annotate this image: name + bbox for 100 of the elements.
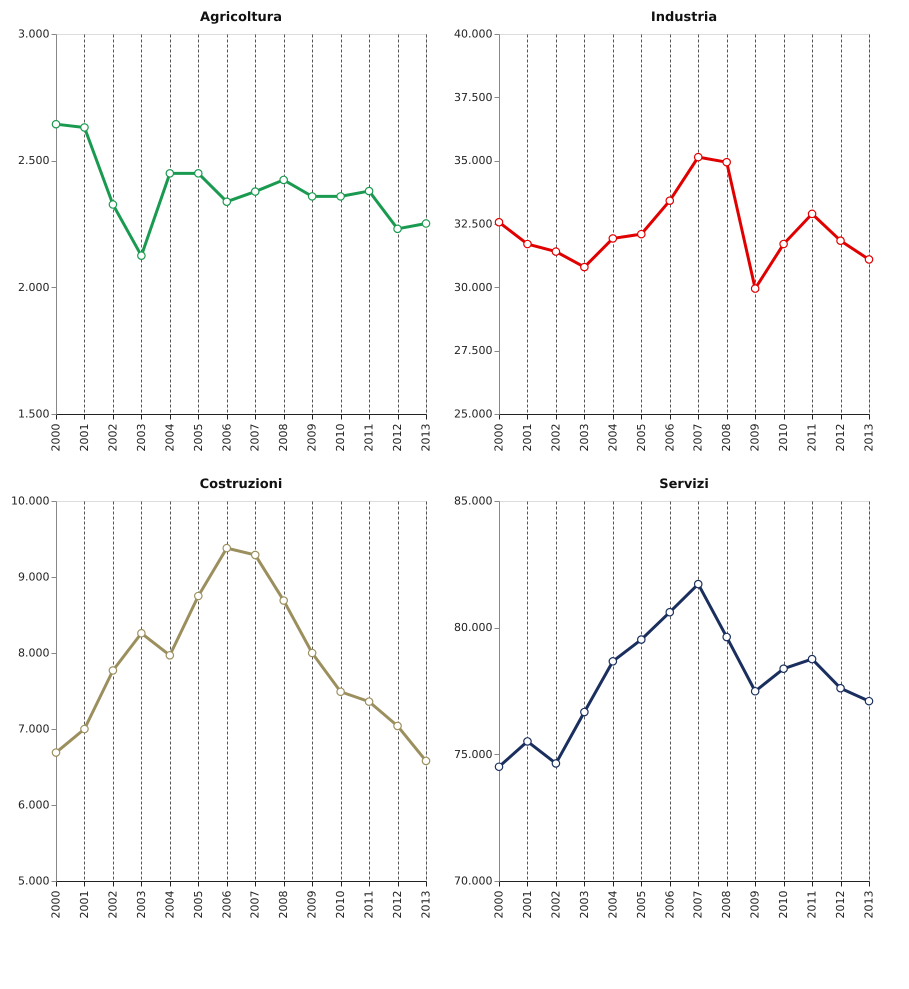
point <box>279 176 288 184</box>
x-tick-label: 2008 <box>720 424 734 452</box>
y-tick-label: 80.000 <box>454 621 492 634</box>
point <box>108 200 118 209</box>
x-tick-label: 2009 <box>748 890 762 918</box>
point <box>336 192 345 201</box>
point <box>364 697 374 706</box>
x-tick-label: 2000 <box>50 424 62 452</box>
point <box>808 654 816 664</box>
point <box>222 197 232 206</box>
y-tick-label: 27.500 <box>454 344 492 358</box>
point <box>108 666 118 675</box>
x-tick-label: 2004 <box>163 890 176 918</box>
x-tick-label: 2002 <box>549 424 562 452</box>
point <box>250 550 260 560</box>
point <box>779 240 788 248</box>
point <box>52 748 60 757</box>
x-tick-label: 2008 <box>720 890 734 918</box>
point <box>779 664 788 674</box>
point <box>864 255 874 264</box>
x-tick-label: 2001 <box>78 424 91 452</box>
x-tick-label: 2008 <box>277 890 290 918</box>
x-tick-label: 2012 <box>391 424 404 452</box>
x-tick-label: 2005 <box>634 890 648 918</box>
chart-title: Agricoltura <box>200 10 282 25</box>
y-tick-label: 85.000 <box>454 494 492 508</box>
point <box>864 696 874 706</box>
point <box>608 657 618 666</box>
x-tick-label: 2001 <box>520 890 534 918</box>
x-tick-label: 2013 <box>862 424 876 452</box>
point <box>580 708 589 716</box>
x-tick-label: 2006 <box>663 890 676 918</box>
y-tick-label: 7.000 <box>18 722 50 736</box>
x-tick-label: 2011 <box>362 890 376 918</box>
point <box>608 234 618 243</box>
x-tick-label: 2010 <box>334 424 348 452</box>
y-tick-label: 70.000 <box>454 874 492 888</box>
x-tick-label: 2002 <box>549 890 562 918</box>
x-tick-label: 2009 <box>748 424 762 452</box>
point <box>637 635 646 644</box>
x-tick-label: 2003 <box>578 424 591 452</box>
chart-title: Servizi <box>659 477 709 492</box>
point <box>194 169 203 178</box>
point <box>422 219 430 228</box>
x-tick-label: 2010 <box>334 890 348 918</box>
y-tick-label: 32.500 <box>454 218 492 230</box>
chart-title: Costruzioni <box>200 477 282 492</box>
point <box>750 284 760 293</box>
point <box>580 262 589 272</box>
x-tick-label: 2008 <box>277 424 290 452</box>
point <box>308 648 316 658</box>
x-tick-label: 2005 <box>192 890 205 918</box>
y-tick-label: 40.000 <box>454 28 492 40</box>
chart-title: Industria <box>650 10 718 25</box>
point <box>494 762 504 772</box>
point <box>194 592 203 600</box>
x-tick-label: 2000 <box>492 890 506 918</box>
point <box>494 218 504 227</box>
point <box>279 596 288 605</box>
x-tick-label: 2012 <box>834 424 848 452</box>
point <box>336 687 345 696</box>
x-tick-label: 2003 <box>134 424 148 452</box>
x-tick-label: 2005 <box>192 424 205 452</box>
x-tick-label: 2009 <box>306 890 319 918</box>
y-tick-label: 3.000 <box>18 28 50 40</box>
y-tick-label: 10.000 <box>11 494 50 508</box>
y-tick-label: 6.000 <box>18 798 50 812</box>
x-tick-label: 2007 <box>692 424 705 452</box>
x-tick-label: 2007 <box>248 424 262 452</box>
point <box>364 186 374 196</box>
y-tick-label: 2.500 <box>18 154 50 168</box>
point <box>422 756 430 766</box>
x-tick-label: 2005 <box>634 424 648 452</box>
point <box>722 158 731 166</box>
point <box>694 152 703 162</box>
y-tick-label: 1.500 <box>18 408 50 420</box>
point <box>393 722 402 730</box>
y-tick-label: 30.000 <box>454 280 492 294</box>
x-tick-label: 2006 <box>663 424 676 452</box>
y-tick-label: 37.500 <box>454 90 492 104</box>
x-tick-label: 2013 <box>862 890 876 918</box>
point <box>836 684 845 693</box>
point <box>694 580 703 588</box>
x-tick-label: 2007 <box>692 890 705 918</box>
y-tick-label: 5.000 <box>18 874 50 888</box>
point <box>166 169 174 178</box>
x-tick-label: 2011 <box>806 890 819 918</box>
point <box>722 632 731 642</box>
point <box>308 192 316 201</box>
x-tick-label: 2001 <box>78 890 91 918</box>
point <box>393 224 402 234</box>
point <box>552 759 560 768</box>
x-tick-label: 2013 <box>420 890 432 918</box>
point <box>52 120 60 128</box>
point <box>222 544 232 552</box>
y-tick-label: 25.000 <box>454 408 492 420</box>
y-tick-label: 75.000 <box>454 748 492 761</box>
point <box>836 236 845 246</box>
point <box>750 686 760 696</box>
x-tick-label: 2012 <box>391 890 404 918</box>
